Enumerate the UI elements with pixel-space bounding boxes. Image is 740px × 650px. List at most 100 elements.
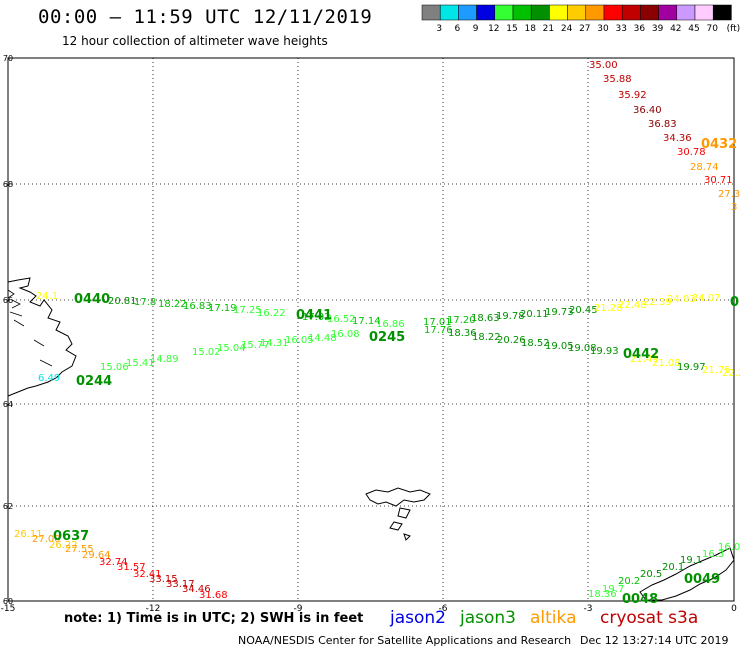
wave-height-value: 16.52 xyxy=(327,314,356,325)
wave-height-value: 31.68 xyxy=(199,590,228,601)
wave-height-value: 24.1 xyxy=(36,291,58,302)
colorbar-label: 27 xyxy=(579,24,590,34)
wave-height-value: 26.11 xyxy=(14,529,43,540)
wave-height-value: 21.08 xyxy=(652,358,681,369)
wave-height-value: 17.76 xyxy=(424,325,453,336)
legend-jason2: jason2 xyxy=(390,608,446,628)
wave-height-value: 27.00 xyxy=(32,534,61,545)
wave-height-value: 21.49 xyxy=(630,354,659,365)
wave-height-value: 19.97 xyxy=(677,362,706,373)
wave-height-value: 20.26 xyxy=(497,335,526,346)
generated-timestamp: Dec 12 13:27:14 UTC 2019 xyxy=(580,634,729,647)
colorbar-swatch xyxy=(640,4,659,21)
wave-height-value: 16.05 xyxy=(285,335,314,346)
wave-height-value: 20.5 xyxy=(640,569,662,580)
map-subtitle: 12 hour collection of altimeter wave hei… xyxy=(62,34,328,48)
colorbar-label: 21 xyxy=(543,24,554,34)
colorbar-unit: (ft) xyxy=(727,24,740,34)
colorbar-label: 45 xyxy=(688,24,699,34)
wave-height-value: 19.08 xyxy=(568,343,597,354)
pass-time-label: 0432 xyxy=(701,137,737,152)
wave-height-value: 20.1 xyxy=(662,562,684,573)
colorbar-swatch xyxy=(585,4,605,21)
wave-height-value: 35.92 xyxy=(618,90,647,101)
wave-height-value: 20.2 xyxy=(618,576,640,587)
lon-tick-label: -12 xyxy=(146,604,161,614)
wave-height-value: 16.22 xyxy=(257,308,286,319)
wave-height-value: 20.11 xyxy=(520,309,549,320)
wave-height-value: 17.14 xyxy=(352,316,381,327)
colorbar-label: 36 xyxy=(634,24,646,34)
wave-height-value: 29.64 xyxy=(82,550,111,561)
wave-height-value: 19.1 xyxy=(680,555,702,566)
lat-tick-label: 68 xyxy=(3,180,13,189)
credit-line: NOAA/NESDIS Center for Satellite Applica… xyxy=(238,634,572,647)
faroe-islands xyxy=(365,487,431,541)
legend-altika: altika xyxy=(530,608,577,628)
wave-height-value: 19.78 xyxy=(496,311,525,322)
colorbar-label: 18 xyxy=(524,24,536,34)
colorbar-swatch xyxy=(458,4,477,21)
lon-tick-label: 0 xyxy=(731,604,737,614)
wave-height-value: 18.63 xyxy=(471,313,500,324)
wave-height-value: 17.19 xyxy=(208,303,237,314)
wave-height-value: 32.74 xyxy=(99,557,128,568)
wave-height-value: 18.36 xyxy=(588,589,617,600)
wave-height-value: 16.83 xyxy=(183,301,212,312)
legend-cryosat-s3a: cryosat s3a xyxy=(600,608,699,628)
colorbar-label: 39 xyxy=(652,24,664,34)
wave-height-value: 6.49 xyxy=(38,373,60,384)
colorbar-label: 3 xyxy=(436,24,442,34)
wave-height-value: 22.2 xyxy=(722,368,740,379)
lat-tick-label: 60 xyxy=(3,597,13,606)
wave-height-value: 15.77 xyxy=(241,340,270,351)
wave-height-value: 34.36 xyxy=(663,133,692,144)
wave-height-value: 19.05 xyxy=(545,341,574,352)
wave-height-value: 21.28 xyxy=(594,303,623,314)
legend-jason3: jason3 xyxy=(460,608,516,628)
colorbar-label: 42 xyxy=(670,24,681,34)
colorbar-label: 24 xyxy=(561,24,573,34)
footer-note: note: 1) Time is in UTC; 2) SWH is in fe… xyxy=(64,611,364,626)
wave-height-value: 34.46 xyxy=(182,584,211,595)
wave-height-value: 27.55 xyxy=(65,544,94,555)
wave-height-value: 14.89 xyxy=(150,354,179,365)
wave-height-value: 26.22 xyxy=(49,540,78,551)
wave-height-value: 16.08 xyxy=(331,329,360,340)
wave-height-value: 36.40 xyxy=(633,105,662,116)
colorbar-label: 12 xyxy=(488,24,499,34)
altimeter-tracks: 35.00 35.88 35.92 36.40 36.83 34.36 30.78 28.74… xyxy=(14,60,740,601)
colorbar-swatch xyxy=(476,4,496,21)
colorbar-swatch xyxy=(421,4,441,21)
wave-height-value: 33.15 xyxy=(149,574,178,585)
wave-height-value: 15.06 xyxy=(100,362,129,373)
pass-time-label: 0244 xyxy=(76,374,112,389)
colorbar-swatch xyxy=(494,4,514,21)
wave-height-value: 20.81 xyxy=(108,296,137,307)
colorbar-swatch xyxy=(621,4,641,21)
wave-height-value: 35.88 xyxy=(603,74,632,85)
wave-height-value: 17.02 xyxy=(302,312,331,323)
wave-height-value: 30.71 xyxy=(704,175,733,186)
wave-height-value: 19.93 xyxy=(590,346,619,357)
pass-time-label: 0441 xyxy=(296,308,332,323)
colorbar-swatch xyxy=(676,4,696,21)
lon-tick-label: -3 xyxy=(584,604,593,614)
axis-ticks: -15 -12 -9 -6 -3 0 70 68 66 64 62 60 xyxy=(1,54,737,614)
lon-tick-label: -9 xyxy=(294,604,303,614)
wave-height-value: 22.39 xyxy=(643,297,672,308)
coastlines xyxy=(7,277,735,601)
wave-height-value: 19.73 xyxy=(545,307,574,318)
pass-time-label: 0245 xyxy=(369,330,405,345)
wave-height-value: 15.04 xyxy=(217,343,246,354)
wave-height-value: 30.78 xyxy=(677,147,706,158)
wave-height-value: 18.52 xyxy=(521,338,550,349)
pass-time-label: 0442 xyxy=(623,347,659,362)
lon-tick-label: -15 xyxy=(1,604,16,614)
wave-height-value: 36.83 xyxy=(648,119,677,130)
lat-tick-label: 62 xyxy=(3,502,13,511)
wave-height-value: 17.20 xyxy=(447,315,476,326)
wave-height-value: 18.36 xyxy=(448,328,477,339)
colorbar-label: 15 xyxy=(506,24,517,34)
pass-time-labels: 0432 0440 0441 0245 0442 0244 0637 0049 0048 0 xyxy=(53,137,739,607)
